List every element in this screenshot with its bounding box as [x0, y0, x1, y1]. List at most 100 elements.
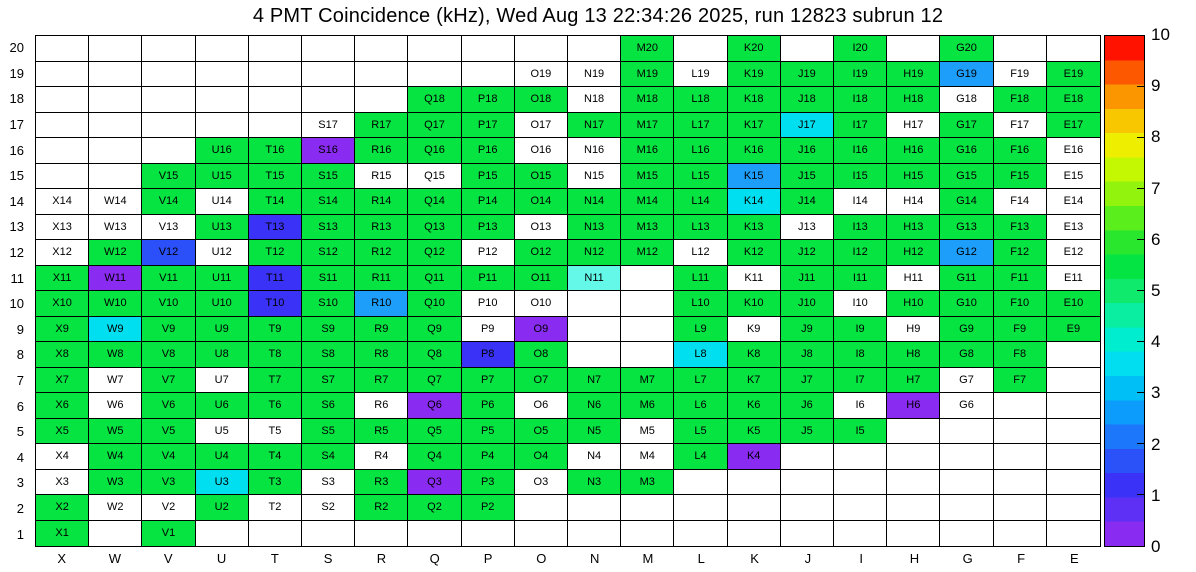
heatmap-cell: [248, 61, 302, 87]
heatmap-cell: P12: [461, 240, 515, 266]
heatmap-cell: [993, 418, 1047, 444]
heatmap-cell: [355, 36, 409, 62]
y-axis-label: 19: [9, 65, 24, 81]
heatmap-cell: R14: [355, 189, 409, 215]
heatmap-cell: [887, 418, 941, 444]
y-axis-label: 3: [16, 475, 24, 491]
heatmap-cell: N6: [568, 393, 622, 419]
heatmap-cell: [89, 520, 143, 546]
heatmap-cell: X10: [36, 291, 90, 317]
heatmap-cell: Q2: [408, 495, 462, 521]
heatmap-cell: [993, 469, 1047, 495]
heatmap-cell: K15: [727, 163, 781, 189]
heatmap-cell: [89, 163, 143, 189]
colorbar-tick-mark: [1137, 392, 1144, 393]
heatmap-cell: Q11: [408, 265, 462, 291]
heatmap-cell: N19: [568, 61, 622, 87]
heatmap-cell: P4: [461, 444, 515, 470]
heatmap-cell: F9: [993, 316, 1047, 342]
heatmap-cell: Q10: [408, 291, 462, 317]
heatmap-cell: P2: [461, 495, 515, 521]
heatmap-cell: V13: [142, 214, 196, 240]
heatmap-cell: X9: [36, 316, 90, 342]
y-axis-label: 11: [10, 270, 25, 286]
heatmap-cell: [674, 36, 728, 62]
heatmap-cell: G16: [940, 138, 994, 164]
heatmap-cell: U2: [195, 495, 249, 521]
x-axis-label: S: [323, 551, 333, 566]
heatmap-cell: [302, 36, 356, 62]
heatmap-cell: G12: [940, 240, 994, 266]
heatmap-cell: S12: [302, 240, 356, 266]
heatmap-cell: L13: [674, 214, 728, 240]
heatmap-cell: W9: [89, 316, 143, 342]
x-axis-label: J: [804, 551, 812, 566]
heatmap-cell: X1: [36, 520, 90, 546]
heatmap-cell: [780, 469, 834, 495]
colorbar-tick-label: 10: [1151, 25, 1170, 44]
heatmap-cell: X7: [36, 367, 90, 393]
heatmap-cell: [887, 520, 941, 546]
heatmap-cell: N3: [568, 469, 622, 495]
heatmap-cell: H9: [887, 316, 941, 342]
heatmap-cell: [1046, 342, 1100, 368]
heatmap-cell: H7: [887, 367, 941, 393]
heatmap-cell: I12: [834, 240, 888, 266]
heatmap-cell: [1046, 470, 1100, 495]
heatmap-cell: R11: [355, 265, 409, 291]
heatmap-cell: T13: [248, 214, 302, 240]
heatmap-cell: I19: [834, 61, 888, 87]
heatmap-cell: F17: [993, 112, 1047, 138]
heatmap-cell: Q9: [408, 316, 462, 342]
heatmap-cell: [89, 138, 143, 164]
heatmap-cell: K13: [727, 214, 781, 240]
heatmap-cell: N14: [568, 189, 622, 215]
heatmap-cell: K9: [727, 316, 781, 342]
heatmap-cell: J10: [780, 291, 834, 317]
heatmap-cell: R3: [355, 469, 409, 495]
heatmap-cell: K6: [727, 393, 781, 419]
heatmap-cell: F19: [993, 61, 1047, 87]
y-axis-label: 5: [16, 424, 24, 440]
heatmap-cell: E19: [1046, 61, 1100, 87]
heatmap-cell: L4: [674, 444, 728, 470]
heatmap-cell: X14: [36, 189, 90, 215]
heatmap-cell: [355, 87, 409, 113]
heatmap-cell: L12: [674, 240, 728, 266]
heatmap-cell: V4: [142, 444, 196, 470]
heatmap-cell: Q15: [408, 163, 462, 189]
heatmap-cell: [89, 61, 143, 87]
heatmap-cell: Q12: [408, 240, 462, 266]
heatmap-cell: W7: [89, 367, 143, 393]
heatmap-cell: T9: [248, 316, 302, 342]
heatmap-cell: R12: [355, 240, 409, 266]
heatmap-cell: O8: [514, 342, 568, 368]
heatmap-cell: O7: [514, 367, 568, 393]
heatmap-cell: P3: [461, 469, 515, 495]
heatmap-cell: G19: [940, 61, 994, 87]
heatmap-cell: G18: [940, 87, 994, 113]
heatmap-cell: [195, 61, 249, 87]
heatmap-cell: [514, 495, 568, 521]
heatmap-cell: K19: [727, 61, 781, 87]
heatmap-cell: P13: [461, 214, 515, 240]
heatmap-cell: T2: [248, 495, 302, 521]
heatmap-cell: R5: [355, 418, 409, 444]
heatmap-cell: V10: [142, 291, 196, 317]
heatmap-cell: [36, 87, 90, 113]
heatmap-cell: M7: [621, 367, 675, 393]
heatmap-cell: [302, 520, 356, 546]
heatmap-cell: J16: [780, 138, 834, 164]
heatmap-cell: G15: [940, 163, 994, 189]
heatmap-cell: J13: [780, 214, 834, 240]
heatmap-cell: [1046, 368, 1100, 393]
heatmap-cell: L6: [674, 393, 728, 419]
heatmap-cell: G11: [940, 265, 994, 291]
heatmap-cell: N16: [568, 138, 622, 164]
heatmap-cell: S15: [302, 163, 356, 189]
heatmap-cell: U7: [195, 367, 249, 393]
heatmap-cell: [89, 36, 143, 62]
heatmap-cell: J12: [780, 240, 834, 266]
heatmap-cell: J7: [780, 367, 834, 393]
